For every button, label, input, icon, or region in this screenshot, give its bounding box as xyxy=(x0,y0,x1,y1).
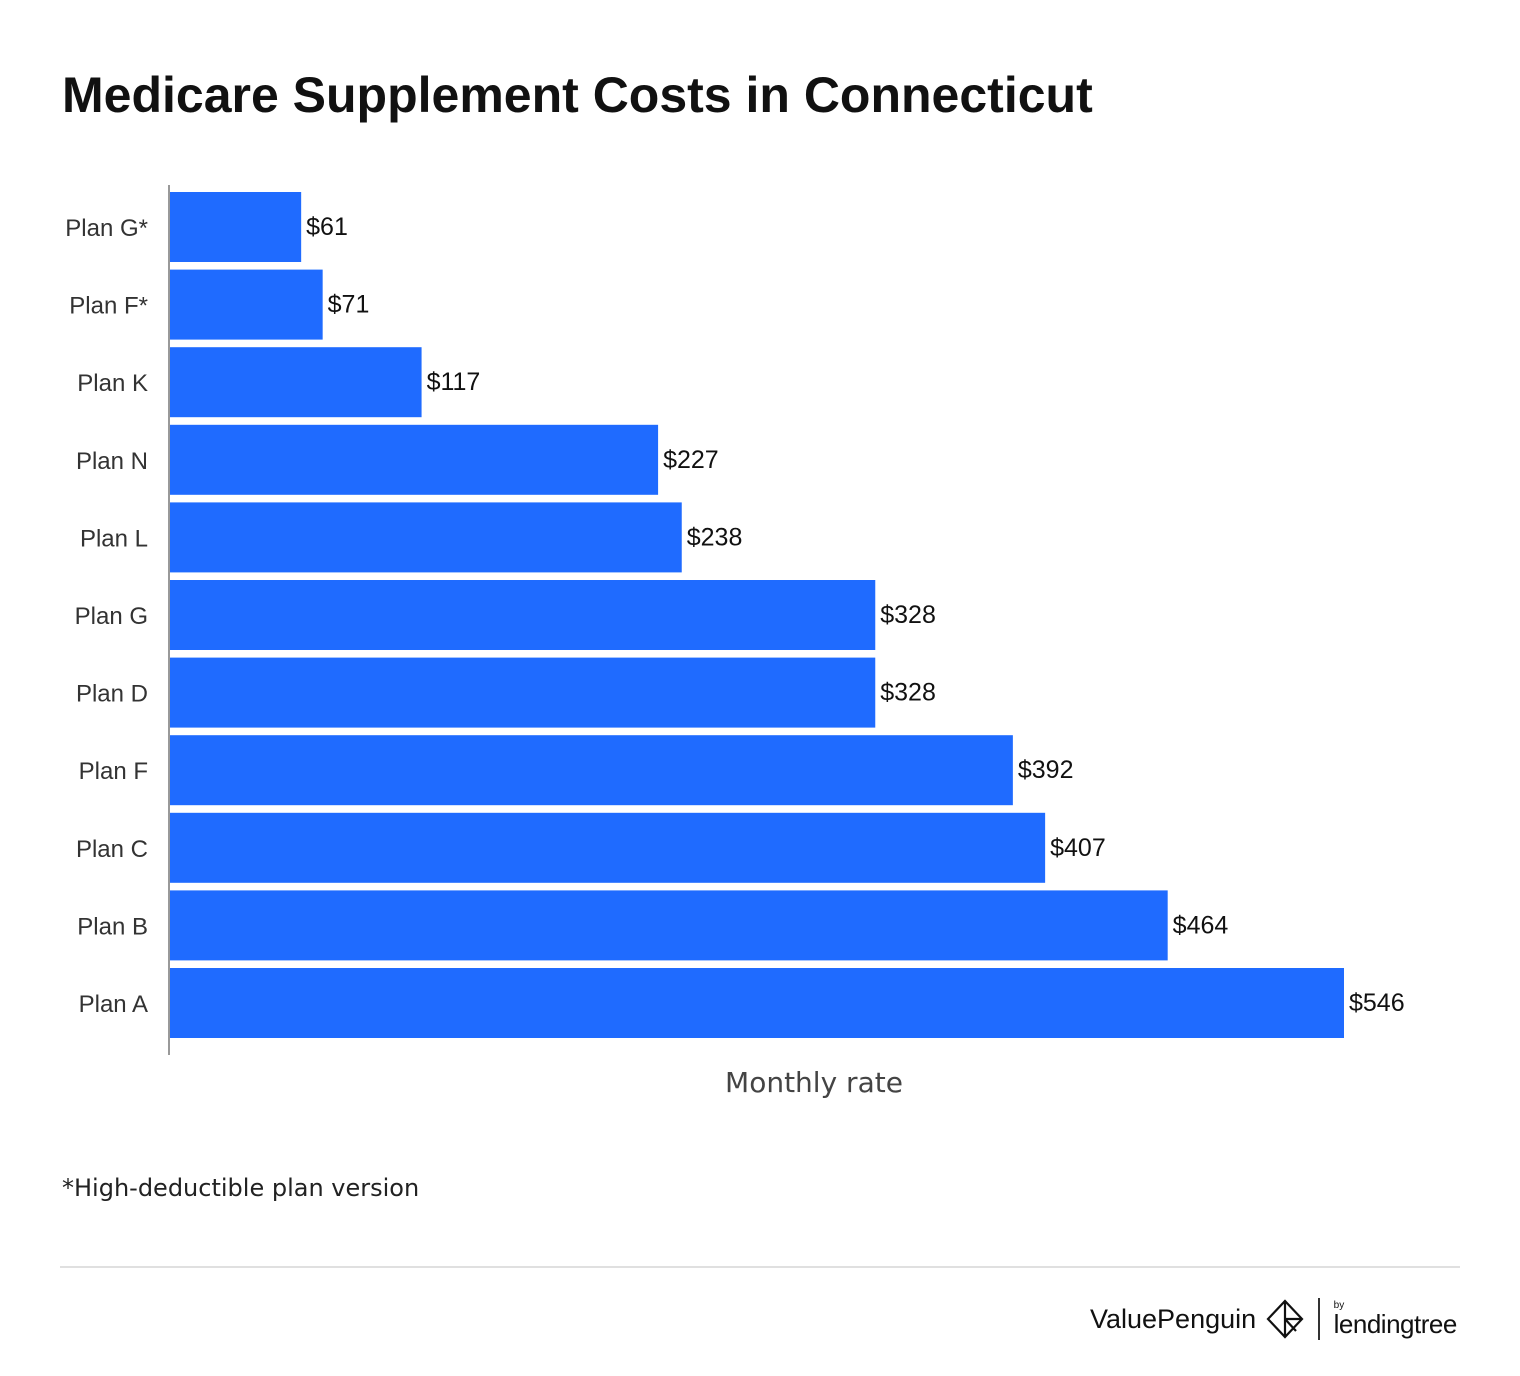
partner-prefix: by xyxy=(1333,1300,1345,1311)
category-label: Plan B xyxy=(77,913,148,940)
bar xyxy=(170,502,682,573)
category-label: Plan G* xyxy=(65,215,148,242)
bar-chart: Plan G* $61 Plan F* $71 Plan K $117 Plan N $227… xyxy=(65,185,1405,1099)
brand-logo: ValuePenguin by lendingtree xyxy=(1090,1296,1457,1342)
bar xyxy=(170,890,1168,961)
chart-title: Medicare Supplement Costs in Connecticut xyxy=(62,67,1093,123)
category-label: Plan D xyxy=(76,681,148,708)
data-label: $407 xyxy=(1050,834,1106,862)
valuepenguin-diamond-icon xyxy=(1266,1299,1304,1339)
data-label: $238 xyxy=(687,523,743,551)
data-label: $117 xyxy=(427,368,481,396)
category-label: Plan F* xyxy=(69,293,148,320)
data-label: $227 xyxy=(663,446,719,474)
data-label: $392 xyxy=(1018,756,1074,784)
data-label: $328 xyxy=(880,679,936,707)
x-axis-label: Monthly rate xyxy=(725,1066,903,1099)
divider xyxy=(60,1266,1460,1268)
valuepenguin-logo-text: ValuePenguin xyxy=(1090,1303,1257,1334)
bar xyxy=(170,735,1013,806)
logo-separator xyxy=(1318,1298,1320,1340)
bar xyxy=(170,347,422,418)
data-label: $61 xyxy=(306,213,348,241)
category-label: Plan A xyxy=(79,991,148,1018)
category-label: Plan K xyxy=(77,370,148,397)
category-label: Plan C xyxy=(76,836,148,863)
category-label: Plan F xyxy=(79,758,148,785)
category-label: Plan L xyxy=(80,525,148,552)
category-label: Plan N xyxy=(76,448,148,475)
bar xyxy=(170,812,1046,883)
bar xyxy=(170,424,659,495)
footnote: *High-deductible plan version xyxy=(62,1174,420,1202)
bar xyxy=(170,580,876,650)
lendingtree-logo-text: lendingtree xyxy=(1333,1309,1458,1339)
bar xyxy=(170,657,876,728)
bar xyxy=(170,269,323,340)
category-label: Plan G xyxy=(75,603,148,630)
data-label: $328 xyxy=(880,601,936,629)
data-label: $464 xyxy=(1173,911,1229,939)
data-label: $546 xyxy=(1349,989,1405,1017)
bar xyxy=(170,968,1344,1038)
bar xyxy=(170,192,302,262)
data-label: $71 xyxy=(328,291,370,319)
